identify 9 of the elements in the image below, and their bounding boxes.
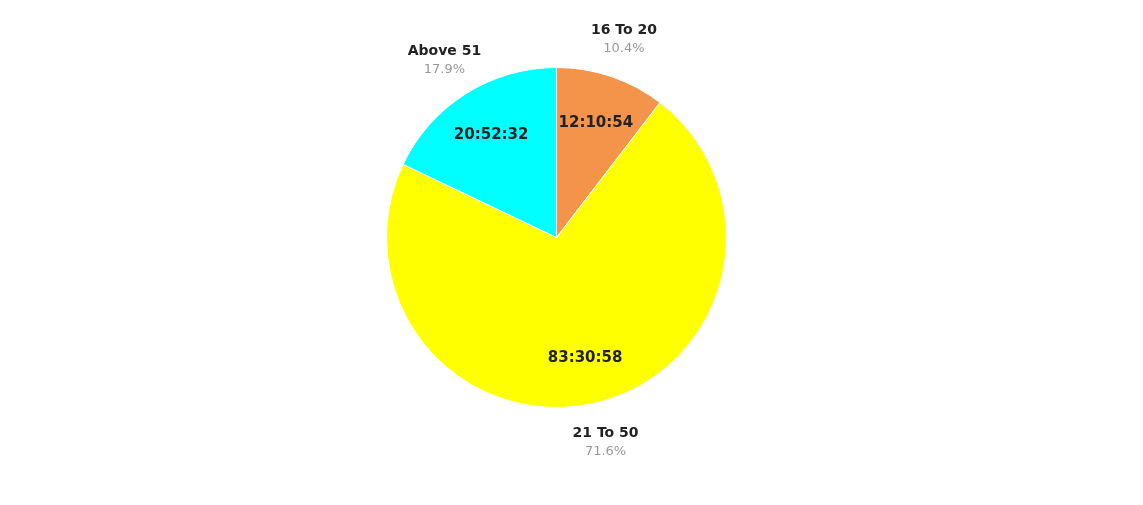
text: 12:10:54	[558, 112, 634, 131]
data-label: 17.9%	[423, 60, 466, 76]
slice-label: 21 To 50	[572, 423, 639, 440]
data-label: 10.4%	[603, 39, 645, 55]
text: 83:30:58	[547, 347, 623, 366]
slice-label: 16 To 20	[590, 20, 658, 37]
slice-label: Above 51	[407, 41, 482, 58]
text: 20:52:32	[453, 124, 529, 143]
data-label: 71.6%	[584, 442, 627, 458]
